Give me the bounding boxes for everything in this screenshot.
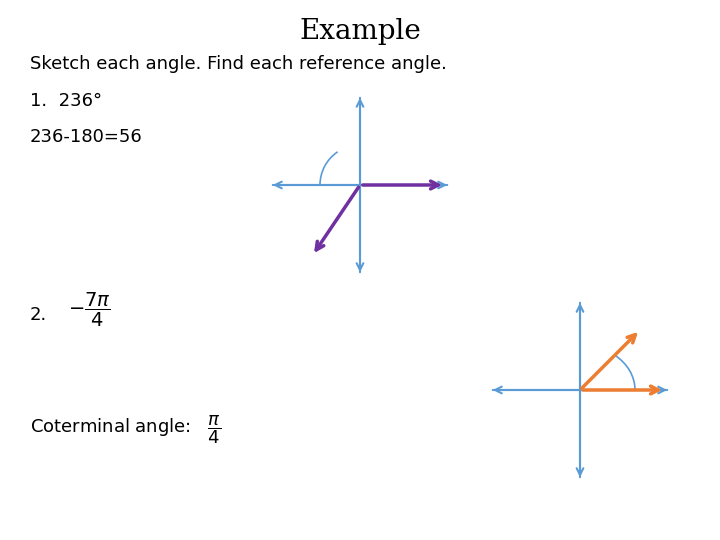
Text: 2.: 2. xyxy=(30,306,48,324)
Text: 236-180=56: 236-180=56 xyxy=(30,128,143,146)
Text: Coterminal angle:   $\dfrac{\pi}{4}$: Coterminal angle: $\dfrac{\pi}{4}$ xyxy=(30,414,222,447)
Text: $-\dfrac{7\pi}{4}$: $-\dfrac{7\pi}{4}$ xyxy=(68,291,111,329)
Text: 1.  236°: 1. 236° xyxy=(30,92,102,110)
Text: Sketch each angle. Find each reference angle.: Sketch each angle. Find each reference a… xyxy=(30,55,447,73)
Text: Example: Example xyxy=(299,18,421,45)
